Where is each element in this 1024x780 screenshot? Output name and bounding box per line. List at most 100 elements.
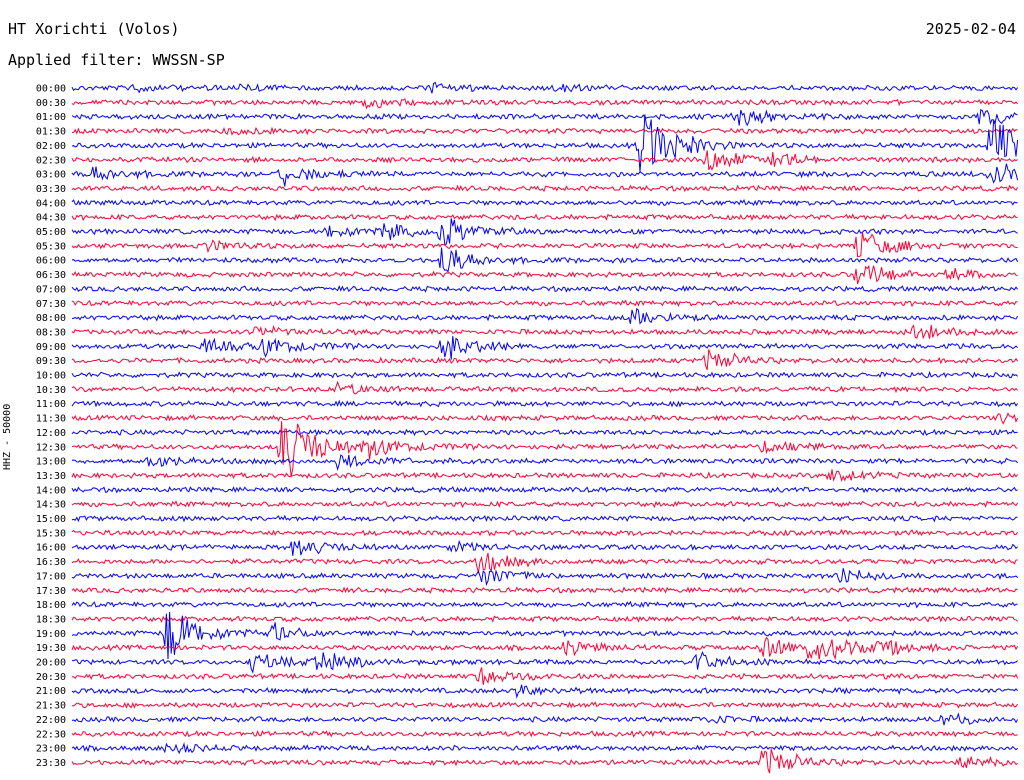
trace-2100 [71, 684, 1018, 699]
trace-0400 [71, 198, 1018, 207]
trace-1630 [71, 552, 1018, 574]
trace-1600 [71, 539, 1018, 556]
trace-1100 [71, 399, 1019, 408]
trace-1430 [71, 500, 1019, 509]
trace-2300 [71, 741, 1018, 755]
row-label-1430: 14:30 [36, 500, 66, 511]
row-label-0600: 06:00 [36, 256, 66, 267]
trace-1900 [71, 611, 1019, 660]
trace-0900 [71, 335, 1018, 360]
trace-1730 [71, 586, 1018, 594]
trace-1130 [71, 412, 1019, 425]
row-label-2330: 23:30 [36, 758, 66, 769]
trace-2200 [71, 712, 1019, 726]
row-label-1200: 12:00 [36, 428, 66, 439]
trace-0300 [71, 163, 1019, 187]
trace-0730 [71, 299, 1018, 308]
row-label-0530: 05:30 [36, 241, 66, 252]
row-label-0700: 07:00 [36, 284, 66, 295]
row-label-1130: 11:30 [36, 414, 66, 425]
trace-1030 [71, 380, 1018, 395]
trace-0930 [71, 349, 1019, 370]
trace-0030 [71, 98, 1018, 110]
row-label-0200: 02:00 [36, 141, 66, 152]
trace-1800 [71, 600, 1018, 609]
trace-1330 [71, 469, 1018, 483]
trace-2030 [71, 667, 1019, 685]
row-label-1400: 14:00 [36, 485, 66, 496]
row-label-2000: 20:00 [36, 658, 66, 669]
trace-0330 [71, 184, 1019, 193]
trace-1830 [71, 615, 1018, 623]
trace-1500 [71, 514, 1018, 523]
trace-0200 [71, 114, 1019, 172]
row-label-1900: 19:00 [36, 629, 66, 640]
row-label-1830: 18:30 [36, 614, 66, 625]
row-label-0930: 09:30 [36, 356, 66, 367]
row-label-1730: 17:30 [36, 586, 66, 597]
trace-2130 [71, 701, 1019, 709]
trace-0830 [71, 324, 1018, 340]
row-label-1630: 16:30 [36, 557, 66, 568]
trace-0230 [71, 150, 1018, 171]
row-label-1100: 11:00 [36, 399, 66, 410]
row-label-1030: 10:30 [36, 385, 66, 396]
trace-0530 [71, 232, 1018, 258]
trace-2000 [71, 650, 1018, 674]
trace-group [71, 81, 1019, 774]
trace-0500 [71, 218, 1018, 246]
trace-1300 [71, 454, 1018, 471]
trace-1000 [71, 370, 1018, 379]
row-label-2130: 21:30 [36, 701, 66, 712]
filter-label: Applied filter: WWSSN-SP [8, 51, 225, 69]
row-label-0900: 09:00 [36, 342, 66, 353]
row-label-2230: 22:30 [36, 729, 66, 740]
row-label-1300: 13:00 [36, 457, 66, 468]
row-label-1230: 12:30 [36, 442, 66, 453]
row-label-1530: 15:30 [36, 528, 66, 539]
station-title: HT Xorichti (Volos) [8, 20, 180, 38]
trace-1200 [71, 428, 1018, 437]
row-label-0630: 06:30 [36, 270, 66, 281]
trace-0130 [71, 126, 1018, 136]
trace-0600 [71, 247, 1019, 273]
trace-0630 [71, 264, 1018, 285]
row-label-0300: 03:00 [36, 170, 66, 181]
row-label-0830: 08:30 [36, 327, 66, 338]
trace-1530 [71, 528, 1019, 537]
row-label-1330: 13:30 [36, 471, 66, 482]
row-label-group: 00:00 00:30 01:00 01:30 02:00 02:30 03:00 03:30… [36, 84, 66, 769]
row-label-0100: 01:00 [36, 112, 66, 123]
row-label-0130: 01:30 [36, 127, 66, 138]
row-label-0000: 00:00 [36, 84, 66, 95]
trace-0800 [71, 307, 1019, 325]
trace-1400 [71, 486, 1018, 494]
row-label-0030: 00:30 [36, 98, 66, 109]
trace-0700 [71, 285, 1018, 293]
row-label-2200: 22:00 [36, 715, 66, 726]
row-label-1500: 15:00 [36, 514, 66, 525]
row-label-0430: 04:30 [36, 213, 66, 224]
row-label-0330: 03:30 [36, 184, 66, 195]
row-label-1700: 17:00 [36, 571, 66, 582]
row-label-0400: 04:00 [36, 198, 66, 209]
row-label-2100: 21:00 [36, 686, 66, 697]
row-label-0500: 05:00 [36, 227, 66, 238]
row-label-0230: 02:30 [36, 155, 66, 166]
trace-1700 [71, 568, 1018, 587]
row-label-0730: 07:30 [36, 299, 66, 310]
row-label-1600: 16:00 [36, 543, 66, 554]
trace-0000 [71, 81, 1019, 94]
row-label-2030: 20:30 [36, 672, 66, 683]
row-label-1000: 10:00 [36, 371, 66, 382]
trace-2330 [71, 748, 1018, 774]
date-label: 2025-02-04 [925, 20, 1016, 38]
trace-1930 [71, 636, 1019, 661]
trace-1230 [71, 421, 1018, 477]
row-label-0800: 08:00 [36, 313, 66, 324]
trace-0100 [71, 108, 1018, 127]
row-label-1930: 19:30 [36, 643, 66, 654]
trace-2230 [71, 729, 1018, 738]
